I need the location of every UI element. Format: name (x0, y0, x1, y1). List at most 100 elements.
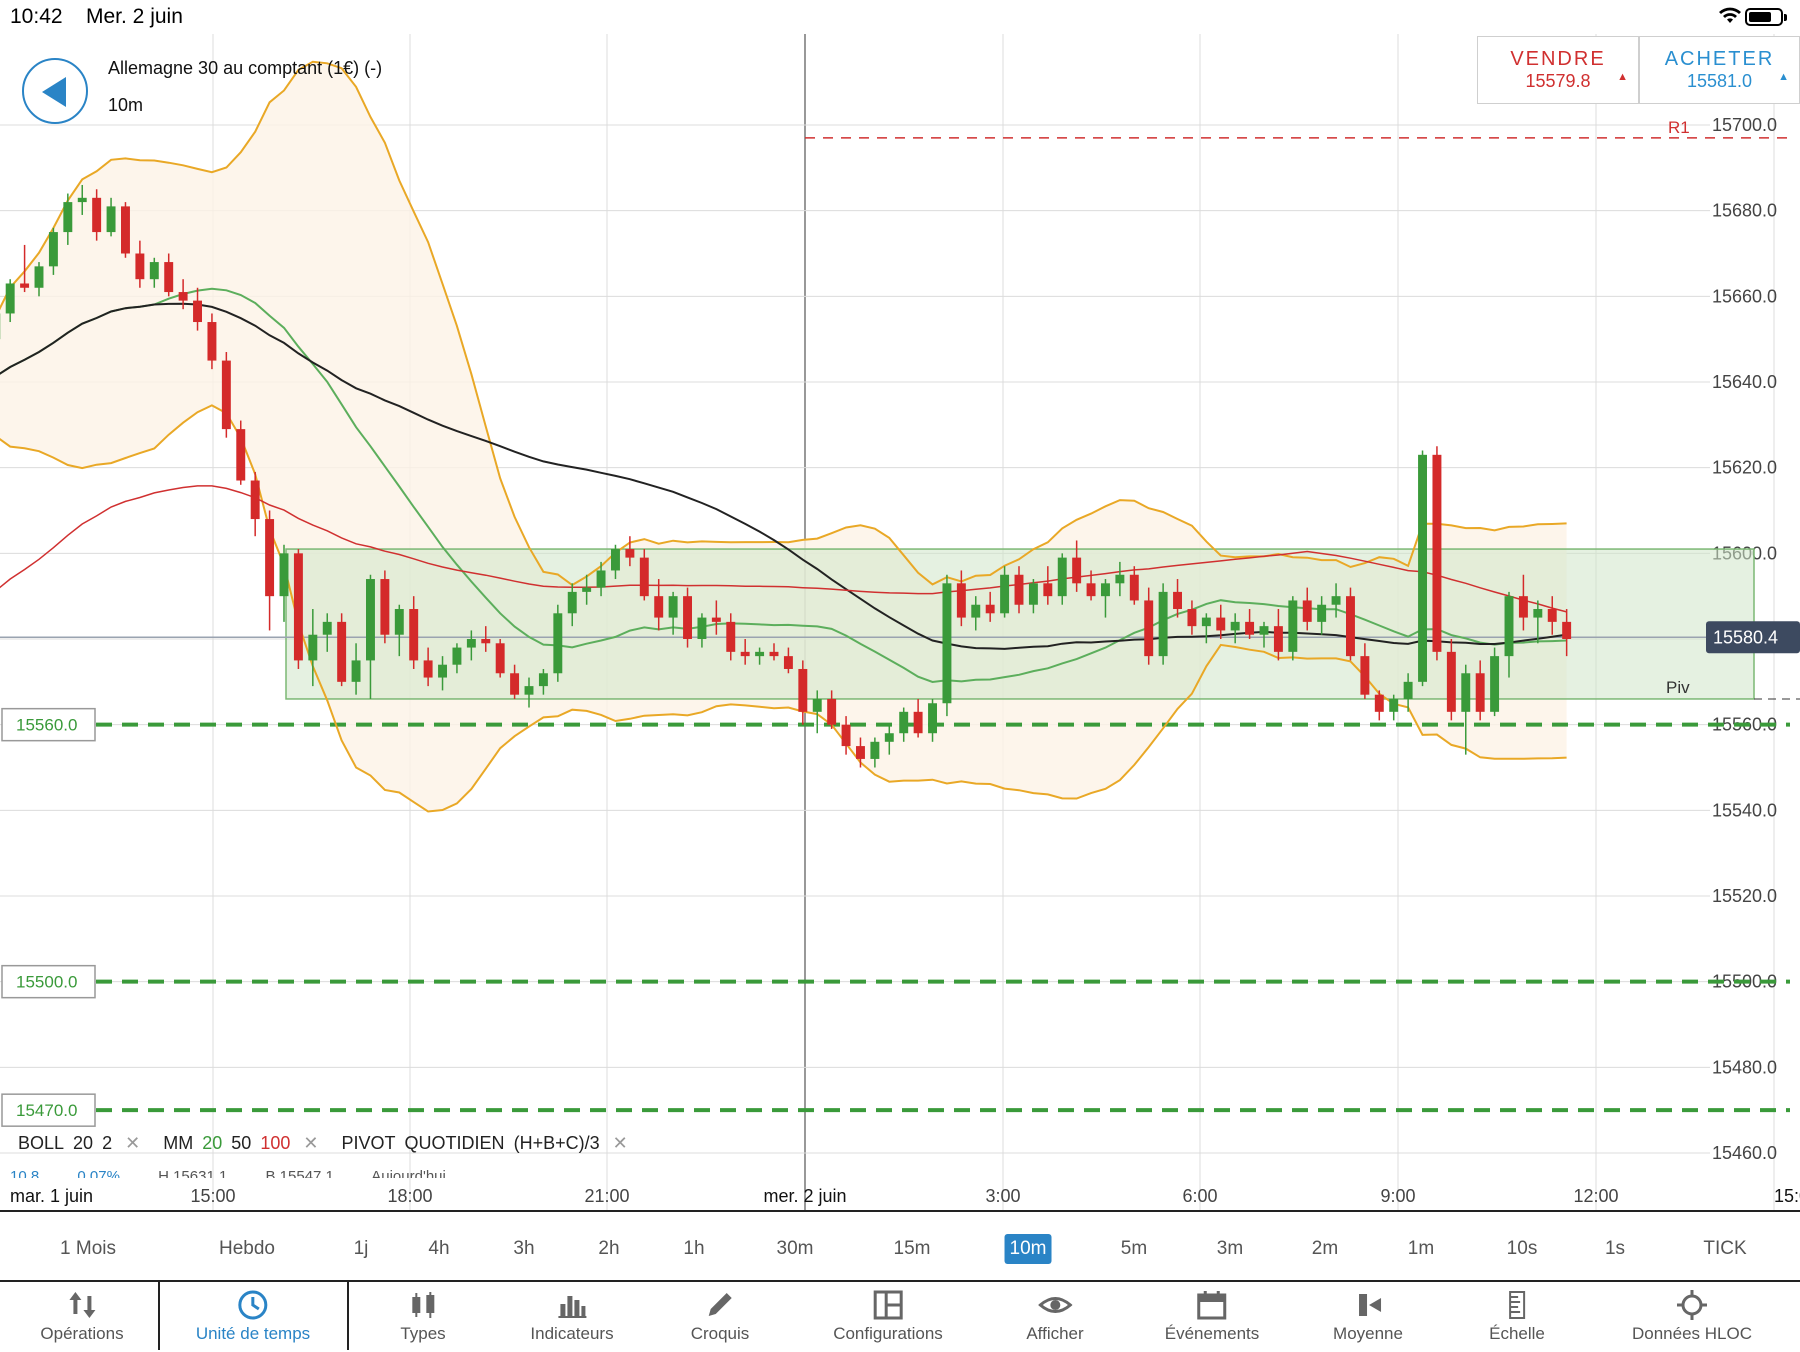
timeframe-5m[interactable]: 5m (1116, 1234, 1152, 1264)
timeframe-1j[interactable]: 1j (349, 1234, 374, 1264)
candle-body (510, 673, 519, 694)
tab-unite-de-temps[interactable]: Unité de temps (196, 1280, 310, 1350)
tab-operations[interactable]: Opérations (40, 1280, 123, 1350)
status-date: Mer. 2 juin (86, 5, 183, 29)
candle-body (928, 703, 937, 733)
tab-label: Afficher (1026, 1324, 1083, 1344)
candle-body (207, 322, 216, 361)
timeframe-30m[interactable]: 30m (772, 1234, 819, 1264)
candle-body (481, 639, 490, 643)
x-axis-label: mar. 1 juin (10, 1186, 93, 1207)
candle-body (654, 596, 663, 617)
candle-body (63, 202, 72, 232)
candle-body (1159, 592, 1168, 656)
back-button[interactable] (22, 58, 88, 124)
tab-label: Événements (1165, 1324, 1260, 1344)
boll-deviation: 2 (102, 1133, 112, 1153)
candle-body (1461, 673, 1470, 712)
candle-body (35, 266, 44, 287)
candle-body (597, 570, 606, 587)
candle-body (6, 283, 15, 313)
tab-afficher[interactable]: Afficher (1026, 1280, 1083, 1350)
y-axis-label: 15660.0 (1712, 286, 1777, 306)
candle-body (712, 618, 721, 622)
remove-mm-icon[interactable]: ✕ (303, 1133, 318, 1153)
candle-body (179, 292, 188, 301)
pivot-formula: (H+B+C)/3 (514, 1133, 600, 1153)
candle-body (1115, 575, 1124, 584)
tab-label: Moyenne (1333, 1324, 1403, 1344)
candle-body (798, 669, 807, 712)
remove-pivot-icon[interactable]: ✕ (613, 1133, 628, 1153)
candle-body (1490, 656, 1499, 712)
pivot-label: Piv (1666, 678, 1690, 697)
timeframe-hebdo[interactable]: Hebdo (214, 1234, 280, 1264)
candle-body (380, 579, 389, 635)
candle-body (813, 699, 822, 712)
candles-icon (406, 1288, 440, 1322)
r1-label: R1 (1668, 118, 1690, 137)
candle-body (193, 301, 202, 322)
tab-echelle[interactable]: Échelle (1489, 1280, 1545, 1350)
y-axis-label: 15640.0 (1712, 372, 1777, 392)
crosshair-icon (1675, 1288, 1709, 1322)
candle-body (539, 673, 548, 686)
timeframe-1m[interactable]: 1m (1403, 1234, 1439, 1264)
candle-body (1519, 596, 1528, 617)
tab-label: Types (400, 1324, 445, 1344)
tab-evenements[interactable]: Événements (1165, 1280, 1260, 1350)
mm-name: MM (163, 1133, 193, 1153)
candle-body (784, 656, 793, 669)
candle-body (1548, 609, 1557, 622)
candle-body (49, 232, 58, 266)
timeframe-3m[interactable]: 3m (1212, 1234, 1248, 1264)
tab-configurations[interactable]: Configurations (833, 1280, 943, 1350)
calendar-icon (1195, 1288, 1229, 1322)
tab-donnees-hloc[interactable]: Données HLOC (1632, 1280, 1752, 1350)
tab-indicateurs[interactable]: Indicateurs (530, 1280, 613, 1350)
candle-body (755, 652, 764, 656)
timeframe-tick[interactable]: TICK (1698, 1234, 1751, 1264)
timeframe-1s[interactable]: 1s (1600, 1234, 1630, 1264)
tab-label: Croquis (691, 1324, 750, 1344)
candle-body (1288, 600, 1297, 651)
candle-body (899, 712, 908, 733)
price-chart[interactable]: 15700.015680.015660.015640.015620.015600… (0, 34, 1800, 1210)
timeframe-1h[interactable]: 1h (678, 1234, 709, 1264)
candle-body (352, 660, 361, 681)
candle-body (452, 648, 461, 665)
candle-body (1274, 626, 1283, 652)
mm-period-1: 20 (202, 1133, 222, 1153)
buy-button[interactable]: ACHETER 15581.0 ▲ (1639, 36, 1800, 104)
candle-body (971, 605, 980, 618)
tab-moyenne[interactable]: Moyenne (1333, 1280, 1403, 1350)
x-axis-label: 6:00 (1182, 1186, 1217, 1207)
mm-period-2: 50 (231, 1133, 251, 1153)
remove-boll-icon[interactable]: ✕ (125, 1133, 140, 1153)
candle-body (395, 609, 404, 635)
level-label: 15470.0 (16, 1101, 77, 1120)
x-axis-label: 15:00 (190, 1186, 235, 1207)
sell-button[interactable]: VENDRE 15579.8 ▲ (1477, 36, 1639, 104)
candle-body (251, 481, 260, 520)
candle-body (135, 254, 144, 280)
candle-body (1029, 583, 1038, 604)
timeframe-4h[interactable]: 4h (423, 1234, 454, 1264)
tab-types[interactable]: Types (400, 1280, 445, 1350)
timeframe-2m[interactable]: 2m (1307, 1234, 1343, 1264)
candle-body (1130, 575, 1139, 601)
timeframe-2h[interactable]: 2h (593, 1234, 624, 1264)
status-time: 10:42 (10, 5, 63, 29)
timeframe-1-mois[interactable]: 1 Mois (55, 1234, 121, 1264)
timeframe-3h[interactable]: 3h (508, 1234, 539, 1264)
timeframe-10m[interactable]: 10m (1005, 1234, 1052, 1264)
timeframe-15m[interactable]: 15m (889, 1234, 936, 1264)
timeframe-10s[interactable]: 10s (1502, 1234, 1543, 1264)
x-axis-label: 15:0 (1774, 1186, 1800, 1207)
candle-body (438, 665, 447, 678)
x-axis-label: 12:00 (1573, 1186, 1618, 1207)
up-arrow-icon: ▲ (1617, 71, 1628, 83)
candle-body (409, 609, 418, 660)
candle-body (856, 746, 865, 759)
tab-croquis[interactable]: Croquis (691, 1280, 750, 1350)
